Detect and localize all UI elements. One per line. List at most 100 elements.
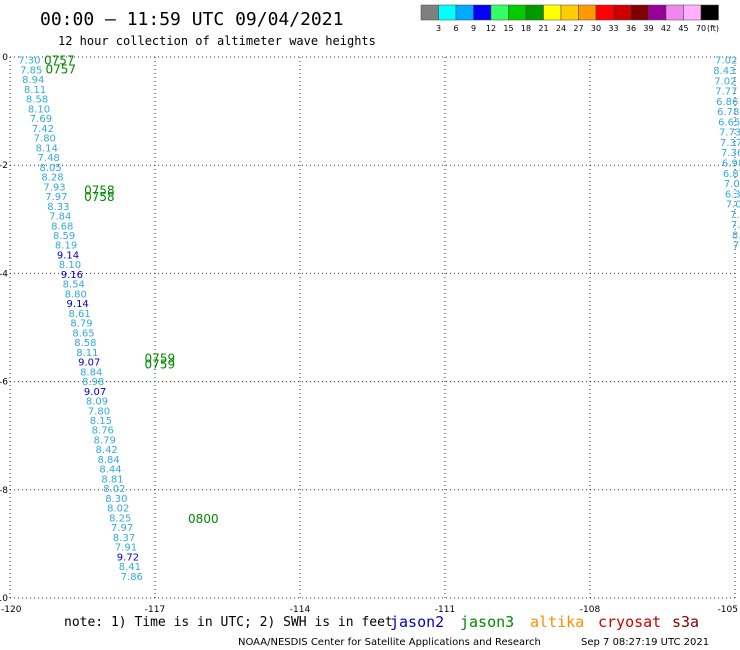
wave-height-label: 7.5: [730, 210, 740, 221]
wave-height-label: 7.73: [719, 128, 740, 139]
colorbar-tick: 42: [661, 24, 671, 33]
wave-height-label: 7.06: [724, 179, 740, 190]
colorbar-swatch: [473, 4, 492, 21]
colorbar-tick: 70: [696, 24, 706, 33]
wave-height-label: 8.10: [28, 104, 50, 115]
wave-height-label: 8.59: [53, 231, 75, 242]
wave-height-label: 7.80: [34, 134, 56, 145]
wave-height-label: 8.11: [24, 85, 46, 96]
wave-height-label: 6.98: [722, 158, 740, 169]
wave-height-label: 6.78: [717, 107, 739, 118]
wave-height-label: 7.84: [49, 212, 71, 223]
wave-height-label: 7.69: [30, 114, 52, 125]
x-tick-label: -117: [145, 605, 165, 615]
wave-height-label: 8.58: [26, 95, 48, 106]
wave-height-label: 7.97: [111, 523, 133, 534]
wave-height-label: 7.4: [733, 241, 740, 252]
wave-height-label: 9.14: [67, 299, 89, 310]
y-tick-label: -8: [0, 486, 8, 496]
wave-height-label: 8.79: [94, 435, 116, 446]
wave-height-label: 6.87: [723, 169, 740, 180]
wave-height-label: 8.84: [97, 455, 119, 466]
wave-height-label: 8.33: [47, 202, 69, 213]
satellite-legend: jason2 jason3 altika cryosat s3a: [390, 613, 699, 631]
wave-height-label: 8.68: [51, 221, 73, 232]
colorbar-tick: 36: [626, 24, 636, 33]
colorbar-swatch: [648, 4, 667, 21]
page-title: 00:00 – 11:59 UTC 09/04/2021: [40, 9, 343, 30]
wave-height-label: 9.07: [78, 358, 100, 369]
colorbar-tick: 18: [521, 24, 531, 33]
plot-area: -120 -117 -114 -111 -108 -105 0 -2 -4 -6 -8 -10 7.…: [0, 53, 740, 615]
time-labels: 0757075707580758075907590800050: [44, 54, 219, 526]
wave-height-label: 7.36: [721, 148, 740, 159]
colorbar-swatch: [595, 4, 614, 21]
wave-height-label: 8.84: [80, 367, 102, 378]
wave-height-label: 8.76: [92, 426, 114, 437]
wave-height-label: 8.65: [72, 328, 94, 339]
wave-height-label: 9.16: [61, 270, 83, 281]
colorbar-tick: 45: [678, 24, 688, 33]
colorbar-tick: 21: [538, 24, 548, 33]
y-tick-label: -2: [0, 161, 8, 171]
x-tick-label: -114: [290, 605, 311, 615]
colorbar-swatch: [683, 4, 702, 21]
wave-height-label: 8.37: [113, 533, 135, 544]
x-tick-label: -105: [718, 605, 738, 615]
colorbar-swatch: [630, 4, 649, 21]
wave-height-label: 8.19: [55, 241, 77, 252]
colorbar-swatch: [508, 4, 527, 21]
wave-height-label: 7.02: [714, 76, 736, 87]
wave-height-label: 8.43: [713, 66, 735, 77]
wave-height-label: 8.44: [99, 465, 121, 476]
wave-height-label: 7.86: [121, 572, 143, 583]
wave-height-label: 7.30: [18, 56, 40, 67]
satellite-legend-altika: altika: [530, 613, 584, 631]
colorbar-swatch: [543, 4, 562, 21]
pass-time-label: 0758: [84, 190, 115, 204]
colorbar-swatch: [560, 4, 579, 21]
wave-height-label: 8.81: [101, 474, 123, 485]
colorbar-swatch: [490, 4, 509, 21]
wave-height-label: 8.28: [41, 173, 63, 184]
page-subtitle: 12 hour collection of altimeter wave hei…: [58, 34, 376, 48]
wave-height-label: 8.10: [59, 260, 81, 271]
y-tick-label: -4: [0, 269, 8, 279]
colorbar-swatch: [438, 4, 457, 21]
wave-height-label: 8.14: [36, 143, 58, 154]
x-tick-labels: -120 -117 -114 -111 -108 -105: [1, 605, 738, 615]
wave-height-label: 7.91: [115, 543, 137, 554]
wave-height-label: 8.15: [90, 416, 112, 427]
wave-height-label: 9.14: [57, 250, 79, 261]
colorbar-tick: 24: [556, 24, 566, 33]
footer-note: note: 1) Time is in UTC; 2) SWH is in fe…: [64, 615, 393, 630]
colorbar-tick: 30: [591, 24, 601, 33]
satellite-legend-jason3: jason3: [460, 613, 514, 631]
wave-height-label: 8.25: [109, 513, 131, 524]
wave-height-label: 6.37: [725, 189, 740, 200]
wave-height-label: 8.11: [76, 348, 98, 359]
wave-height-label: 8.05: [39, 163, 61, 174]
wave-height-label: 8.61: [68, 309, 90, 320]
x-tick-label: -108: [580, 605, 601, 615]
wave-height-label: 7.42: [32, 124, 54, 135]
pass-time-label: 0757: [45, 62, 76, 76]
colorbar-tick: 15: [503, 24, 513, 33]
colorbar-swatch: [665, 4, 684, 21]
pass-time-label: 0759: [145, 351, 176, 365]
y-tick-labels: 0 -2 -4 -6 -8 -10: [0, 53, 8, 604]
colorbar-swatch: [420, 4, 439, 21]
pass-time-label: 0757: [44, 54, 75, 68]
wave-height-label: 8.1: [732, 230, 740, 241]
wave-height-label: 8.41: [119, 562, 141, 573]
wave-height-label: 7.48: [38, 153, 60, 164]
wave-height-label: 7.2: [731, 220, 740, 231]
wave-height-label: 9.72: [117, 552, 139, 563]
wave-height-label: 7.80: [88, 406, 110, 417]
wave-height-label: 7.77: [715, 87, 737, 98]
wave-height-label: 7.97: [45, 192, 67, 203]
wave-height-label: 8.02: [107, 504, 129, 515]
grid-lines: [9, 56, 736, 599]
wave-height-label: 8.54: [63, 280, 85, 291]
colorbar-legend: 3 6 9 12 15 18 21 24 27 30 33 36 39 42 45 70 (ft): [420, 4, 719, 33]
